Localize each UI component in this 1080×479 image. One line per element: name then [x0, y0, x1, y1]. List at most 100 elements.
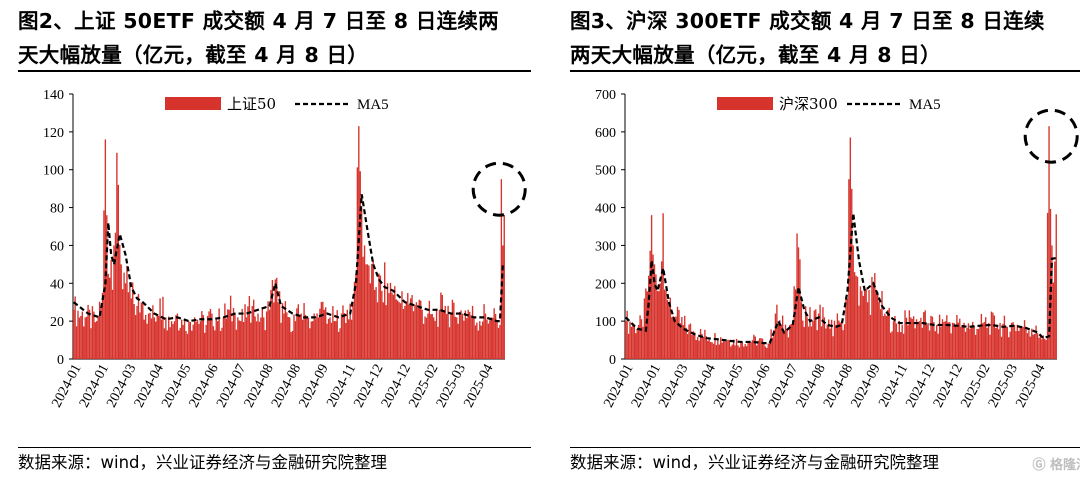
bar — [441, 294, 444, 359]
bar — [865, 289, 867, 359]
bar — [119, 244, 121, 359]
bar — [901, 324, 903, 359]
bar — [698, 340, 700, 359]
bar — [185, 330, 187, 359]
source-note: 数据来源：wind，兴业证券经济与金融研究院整理 — [570, 453, 940, 472]
bar — [85, 316, 88, 359]
chart-title-line1: 图2、上证 50ETF 成交额 4 月 7 日至 8 日连续两 — [18, 9, 499, 33]
bar — [267, 301, 269, 359]
bar — [237, 317, 239, 359]
bar — [78, 317, 81, 359]
bar — [186, 333, 189, 359]
bar — [817, 313, 820, 359]
bar — [960, 327, 962, 359]
bar — [733, 339, 735, 359]
y-tick-label: 120 — [43, 126, 64, 141]
bar — [760, 338, 762, 359]
bar — [336, 310, 338, 359]
bar — [1012, 322, 1014, 359]
bar — [853, 272, 856, 359]
bar — [350, 319, 353, 359]
y-tick-label: 100 — [43, 164, 64, 179]
bar — [483, 304, 485, 359]
bar — [904, 310, 906, 359]
bar — [862, 295, 864, 359]
bar — [959, 318, 961, 359]
bar — [927, 323, 929, 359]
y-tick-label: 40 — [50, 277, 64, 292]
bar — [699, 329, 702, 359]
bar — [247, 306, 249, 359]
bar — [461, 313, 464, 359]
bar — [839, 322, 841, 359]
source-divider — [18, 447, 531, 448]
chart-panel-csi300: 图3、沪深 300ETF 成交额 4 月 7 日至 8 日连续 两天大幅放量（亿… — [570, 0, 1080, 479]
bar — [376, 302, 379, 359]
bar — [738, 347, 741, 359]
bar — [884, 313, 886, 359]
y-tick-label: 0 — [609, 353, 616, 368]
bar — [797, 247, 800, 359]
bar — [1028, 330, 1030, 359]
bar — [361, 207, 363, 359]
bar — [678, 310, 680, 359]
bar — [846, 298, 849, 359]
bar — [401, 291, 403, 359]
title-divider — [570, 70, 1080, 72]
bar — [838, 320, 840, 359]
chart-title: 图3、沪深 300ETF 成交额 4 月 7 日至 8 日连续 两天大幅放量（亿… — [570, 4, 1080, 72]
bar — [219, 330, 222, 359]
y-tick-label: 700 — [595, 88, 616, 103]
bar — [931, 316, 934, 359]
bar — [806, 317, 808, 359]
bar — [921, 327, 924, 359]
bar — [799, 259, 801, 359]
bar — [820, 326, 823, 359]
bar — [192, 324, 194, 359]
bar — [204, 332, 206, 359]
bar — [466, 318, 468, 359]
bar — [301, 319, 304, 359]
bar — [704, 329, 706, 359]
bar — [244, 304, 246, 359]
bar — [133, 304, 135, 359]
watermark-logo: Ⓖ 格隆汇 — [1032, 458, 1080, 473]
bar — [983, 321, 985, 359]
bar — [830, 319, 833, 359]
bar — [227, 309, 229, 359]
bar — [127, 292, 130, 359]
bar — [492, 317, 494, 359]
bar — [938, 314, 941, 359]
bar — [743, 346, 745, 359]
bar — [502, 245, 504, 359]
bar — [251, 306, 253, 359]
bar — [668, 302, 670, 359]
bar — [209, 308, 212, 359]
bar — [143, 319, 145, 359]
bar — [497, 327, 500, 359]
bar — [81, 311, 84, 359]
bar — [484, 313, 487, 359]
bar — [1048, 126, 1050, 360]
bar — [937, 333, 939, 359]
bar — [303, 303, 305, 359]
bar — [496, 321, 498, 359]
bar — [781, 315, 784, 359]
bar — [864, 286, 866, 359]
bar — [469, 311, 471, 359]
bar — [730, 346, 732, 359]
bar — [83, 326, 85, 359]
bar — [165, 317, 167, 359]
bar — [1052, 282, 1055, 359]
chart-panel-sse50: 图2、上证 50ETF 成交额 4 月 7 日至 8 日连续两 天大幅放量（亿元… — [18, 0, 543, 479]
legend-bar-swatch — [165, 97, 221, 110]
bar — [277, 302, 279, 359]
bar — [242, 321, 245, 359]
bar — [993, 315, 996, 359]
bar — [833, 320, 836, 359]
bar — [348, 319, 350, 359]
bar — [977, 328, 980, 359]
bar — [75, 326, 78, 359]
